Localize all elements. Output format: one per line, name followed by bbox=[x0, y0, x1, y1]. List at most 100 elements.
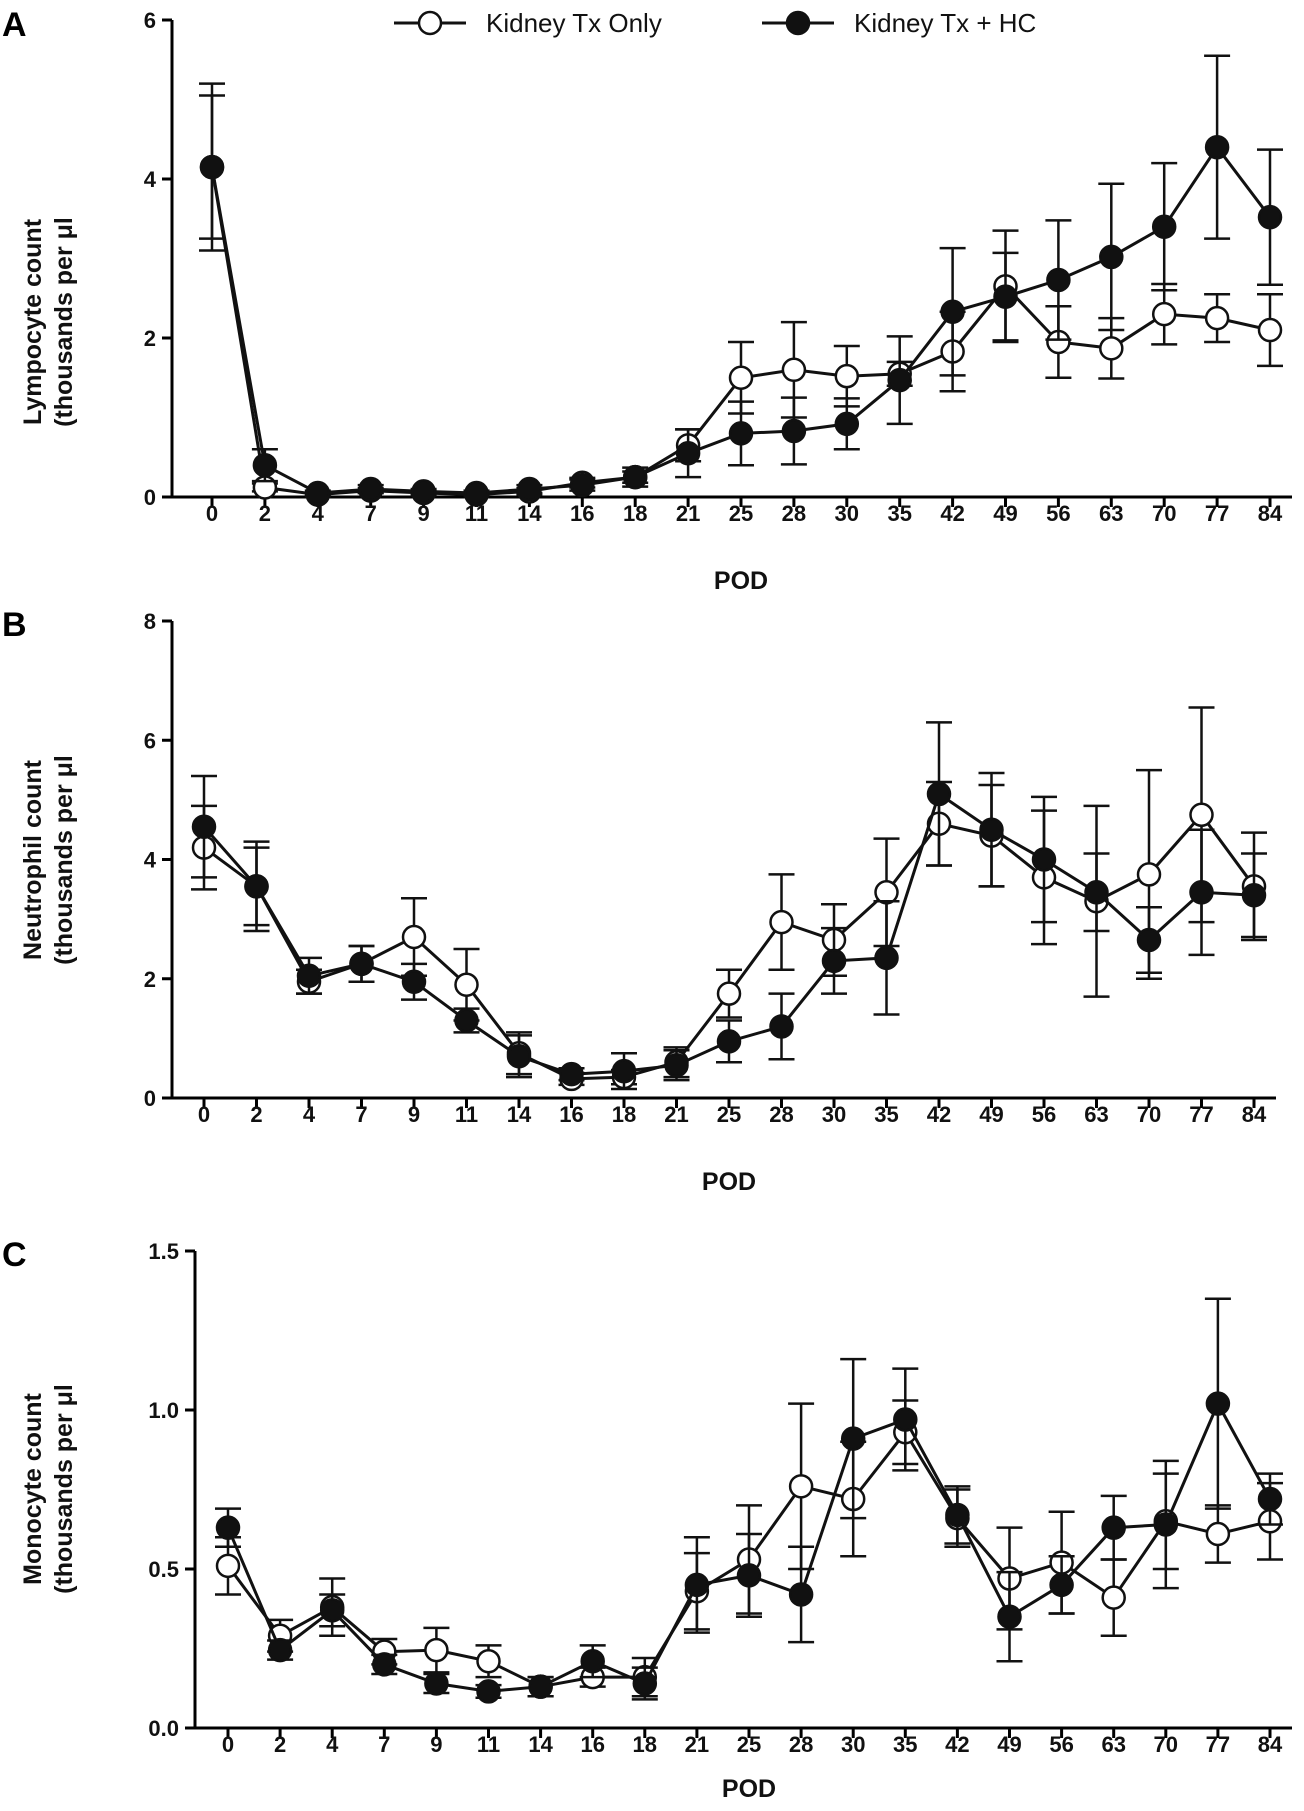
y-tick-label: 6 bbox=[144, 8, 156, 33]
data-point bbox=[401, 969, 427, 994]
x-tick-label: 42 bbox=[940, 501, 964, 526]
x-tick-label: 9 bbox=[430, 1732, 442, 1757]
data-point bbox=[632, 1671, 658, 1696]
y-axis-title-units: (thousands per μl bbox=[50, 217, 78, 427]
data-point bbox=[1204, 134, 1230, 160]
x-tick-label: 4 bbox=[312, 501, 325, 526]
x-tick-label: 25 bbox=[729, 501, 753, 526]
data-point bbox=[358, 476, 383, 502]
x-tick-label: 28 bbox=[789, 1732, 813, 1757]
x-tick-label: 14 bbox=[517, 501, 542, 526]
x-axis-title: POD bbox=[722, 1775, 776, 1803]
x-tick-label: 70 bbox=[1154, 1732, 1178, 1757]
panel-letter: C bbox=[2, 1236, 27, 1274]
data-point bbox=[517, 476, 542, 502]
x-tick-label: 70 bbox=[1137, 1102, 1161, 1127]
x-tick-label: 49 bbox=[997, 1732, 1021, 1757]
data-point bbox=[821, 948, 847, 974]
x-tick-label: 56 bbox=[1032, 1102, 1056, 1127]
x-tick-label: 63 bbox=[1084, 1102, 1108, 1127]
data-point bbox=[940, 299, 965, 325]
data-point bbox=[199, 154, 225, 180]
x-axis-title: POD bbox=[702, 1168, 756, 1196]
x-tick-label: 49 bbox=[979, 1102, 1003, 1127]
data-point bbox=[559, 1061, 584, 1087]
data-point bbox=[1257, 204, 1283, 230]
x-tick-label: 16 bbox=[570, 501, 594, 526]
data-point bbox=[788, 1474, 814, 1499]
panel-c: C 0.0 0.5 1.0 1.5 0 2 4 7 9 11 14 16 18 21 25 28 30 35 42 49… bbox=[2, 1236, 1292, 1803]
data-point bbox=[1101, 1585, 1126, 1610]
y-tick-label: 0.0 bbox=[148, 1716, 179, 1741]
x-tick-label: 18 bbox=[633, 1732, 657, 1757]
data-point bbox=[1151, 301, 1177, 327]
x-tick-label: 25 bbox=[737, 1732, 761, 1757]
data-point bbox=[664, 1052, 689, 1078]
legend-filled-marker bbox=[785, 10, 811, 36]
y-axis-title: Neutrophil count bbox=[19, 759, 47, 960]
x-tick-label: 0 bbox=[222, 1732, 234, 1757]
data-point bbox=[424, 1637, 449, 1663]
data-point bbox=[1046, 267, 1071, 293]
x-tick-label: 63 bbox=[1101, 1732, 1125, 1757]
panel-a: A 0 2 4 6 0 2 4 7 9 11 14 16 18 21 25 28 30 35 42 49 56 63 70 77… bbox=[2, 6, 1292, 595]
x-tick-label: 30 bbox=[841, 1732, 865, 1757]
x-tick-label: 2 bbox=[259, 501, 271, 526]
x-tick-label: 16 bbox=[559, 1102, 583, 1127]
x-tick-label: 11 bbox=[455, 1102, 478, 1127]
data-point bbox=[1084, 880, 1109, 905]
panel-letter: B bbox=[2, 606, 27, 644]
data-point bbox=[887, 367, 912, 393]
data-point bbox=[191, 814, 217, 839]
data-point bbox=[476, 1648, 501, 1674]
x-tick-label: 30 bbox=[835, 501, 859, 526]
data-point bbox=[454, 972, 479, 997]
x-tick-label: 7 bbox=[365, 501, 377, 526]
x-tick-label: 4 bbox=[303, 1102, 316, 1127]
legend-filled-label: Kidney Tx + HC bbox=[854, 8, 1036, 38]
data-point bbox=[736, 1563, 762, 1588]
legend: Kidney Tx Only Kidney Tx + HC bbox=[394, 8, 1036, 38]
x-tick-label: 25 bbox=[717, 1102, 741, 1127]
data-point bbox=[424, 1671, 449, 1696]
x-tick-label: 28 bbox=[769, 1102, 793, 1127]
x-tick-label: 84 bbox=[1258, 501, 1283, 526]
x-tick-label: 77 bbox=[1189, 1102, 1213, 1127]
data-point bbox=[528, 1674, 553, 1699]
x-tick-label: 42 bbox=[945, 1732, 969, 1757]
x-tick-label: 49 bbox=[993, 501, 1017, 526]
x-tick-label: 9 bbox=[417, 501, 429, 526]
x-tick-label: 35 bbox=[893, 1732, 917, 1757]
y-tick-label: 8 bbox=[144, 609, 156, 634]
data-point bbox=[1257, 1486, 1283, 1512]
y-tick-label: 2 bbox=[144, 326, 156, 351]
data-point bbox=[411, 479, 436, 504]
data-point bbox=[580, 1648, 605, 1674]
data-point bbox=[926, 781, 952, 807]
y-tick-label: 1.5 bbox=[148, 1239, 179, 1264]
x-tick-label: 21 bbox=[676, 501, 700, 526]
series-filled bbox=[191, 721, 1267, 1091]
legend-open-label: Kidney Tx Only bbox=[486, 8, 662, 38]
y-tick-label: 4 bbox=[144, 167, 157, 192]
data-point bbox=[788, 1582, 814, 1607]
data-point bbox=[611, 1058, 637, 1084]
x-tick-label: 84 bbox=[1242, 1102, 1267, 1127]
data-point bbox=[1153, 1512, 1179, 1537]
data-point bbox=[1099, 244, 1124, 270]
y-tick-label: 0 bbox=[144, 1086, 156, 1111]
data-point bbox=[769, 1014, 794, 1039]
data-point bbox=[215, 1553, 241, 1579]
data-point bbox=[349, 951, 374, 977]
data-point bbox=[1101, 1515, 1126, 1540]
data-point bbox=[1204, 305, 1230, 331]
data-point bbox=[716, 1029, 742, 1054]
x-tick-label: 56 bbox=[1046, 501, 1070, 526]
x-tick-label: 16 bbox=[580, 1732, 604, 1757]
x-tick-label: 42 bbox=[927, 1102, 951, 1127]
data-point bbox=[252, 452, 278, 478]
series-filled bbox=[199, 54, 1283, 506]
x-tick-label: 9 bbox=[408, 1102, 420, 1127]
y-tick-label: 6 bbox=[144, 728, 156, 753]
